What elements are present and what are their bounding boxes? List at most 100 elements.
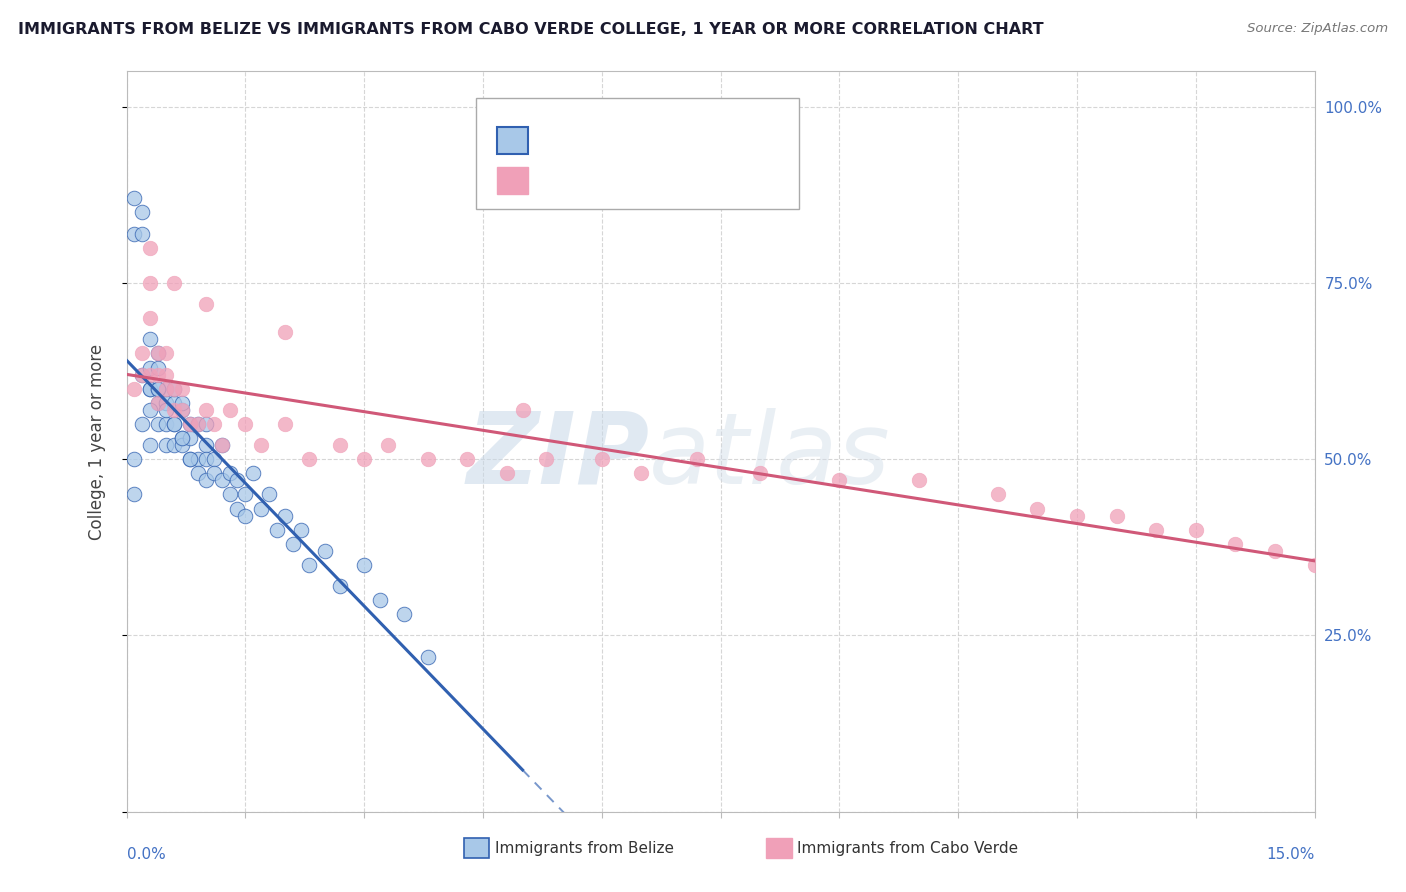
Point bbox=[512, 402, 534, 417]
Point bbox=[218, 487, 240, 501]
Point bbox=[591, 452, 613, 467]
Point bbox=[139, 382, 162, 396]
Point bbox=[987, 487, 1010, 501]
Point bbox=[139, 311, 162, 326]
Point bbox=[211, 438, 233, 452]
Point bbox=[170, 402, 193, 417]
Point bbox=[1026, 501, 1049, 516]
Point bbox=[353, 558, 375, 572]
Point bbox=[139, 276, 162, 290]
Point bbox=[194, 297, 217, 311]
Point bbox=[233, 508, 257, 523]
Point bbox=[124, 487, 146, 501]
Point bbox=[368, 593, 391, 607]
Text: ZIP: ZIP bbox=[467, 408, 650, 505]
Point bbox=[170, 382, 193, 396]
Point bbox=[124, 452, 146, 467]
Point bbox=[163, 417, 186, 431]
Text: 0.0%: 0.0% bbox=[127, 847, 166, 863]
Text: atlas: atlas bbox=[650, 408, 891, 505]
Point bbox=[298, 452, 321, 467]
Point bbox=[163, 396, 186, 410]
Point bbox=[218, 402, 240, 417]
Point bbox=[179, 417, 201, 431]
Point bbox=[163, 276, 186, 290]
Text: Immigrants from Cabo Verde: Immigrants from Cabo Verde bbox=[797, 841, 1018, 855]
Point bbox=[828, 473, 851, 487]
Point bbox=[233, 417, 257, 431]
Point bbox=[155, 368, 177, 382]
Point bbox=[226, 473, 249, 487]
Point bbox=[242, 467, 264, 481]
Point bbox=[686, 452, 709, 467]
Point bbox=[353, 452, 375, 467]
Point bbox=[536, 452, 558, 467]
Point bbox=[155, 382, 177, 396]
Point bbox=[281, 537, 304, 551]
Point bbox=[194, 452, 217, 467]
Point bbox=[139, 241, 162, 255]
Point bbox=[148, 382, 170, 396]
Point bbox=[1144, 523, 1167, 537]
Text: R = -0.290    N = 70: R = -0.290 N = 70 bbox=[540, 131, 716, 149]
Point bbox=[170, 396, 193, 410]
Point bbox=[329, 438, 352, 452]
Point bbox=[329, 579, 352, 593]
Point bbox=[233, 487, 257, 501]
Point bbox=[211, 438, 233, 452]
Point bbox=[170, 431, 193, 445]
Point bbox=[124, 382, 146, 396]
Point bbox=[148, 396, 170, 410]
Y-axis label: College, 1 year or more: College, 1 year or more bbox=[87, 343, 105, 540]
Point bbox=[274, 508, 297, 523]
Point bbox=[194, 438, 217, 452]
Point bbox=[131, 346, 153, 360]
Point bbox=[202, 452, 225, 467]
Point bbox=[139, 402, 162, 417]
Point bbox=[187, 467, 209, 481]
Point bbox=[1264, 544, 1286, 558]
Point bbox=[187, 417, 209, 431]
Point bbox=[495, 467, 517, 481]
Point bbox=[148, 382, 170, 396]
Point bbox=[148, 368, 170, 382]
Point bbox=[1185, 523, 1208, 537]
Point bbox=[266, 523, 288, 537]
Point bbox=[131, 368, 153, 382]
Point bbox=[274, 417, 297, 431]
Text: Source: ZipAtlas.com: Source: ZipAtlas.com bbox=[1247, 22, 1388, 36]
Point bbox=[155, 417, 177, 431]
Point bbox=[155, 438, 177, 452]
Point bbox=[139, 382, 162, 396]
Point bbox=[139, 332, 162, 346]
Point bbox=[148, 360, 170, 375]
Point bbox=[179, 431, 201, 445]
Point bbox=[131, 227, 153, 241]
Point bbox=[170, 402, 193, 417]
Point bbox=[1066, 508, 1088, 523]
Point bbox=[163, 382, 186, 396]
Point bbox=[155, 402, 177, 417]
Point bbox=[148, 417, 170, 431]
Text: IMMIGRANTS FROM BELIZE VS IMMIGRANTS FROM CABO VERDE COLLEGE, 1 YEAR OR MORE COR: IMMIGRANTS FROM BELIZE VS IMMIGRANTS FRO… bbox=[18, 22, 1043, 37]
Point bbox=[163, 417, 186, 431]
Point bbox=[131, 205, 153, 219]
Point bbox=[630, 467, 652, 481]
Point bbox=[170, 431, 193, 445]
Point bbox=[170, 438, 193, 452]
Point bbox=[392, 607, 415, 622]
Point bbox=[416, 452, 439, 467]
Point bbox=[131, 368, 153, 382]
Point bbox=[194, 402, 217, 417]
Point bbox=[163, 382, 186, 396]
Point bbox=[139, 368, 162, 382]
Point bbox=[274, 325, 297, 339]
Point bbox=[298, 558, 321, 572]
Point bbox=[194, 473, 217, 487]
Point bbox=[155, 346, 177, 360]
Point bbox=[749, 467, 772, 481]
Point bbox=[456, 452, 478, 467]
Point bbox=[148, 346, 170, 360]
Point bbox=[202, 467, 225, 481]
Point bbox=[218, 467, 240, 481]
